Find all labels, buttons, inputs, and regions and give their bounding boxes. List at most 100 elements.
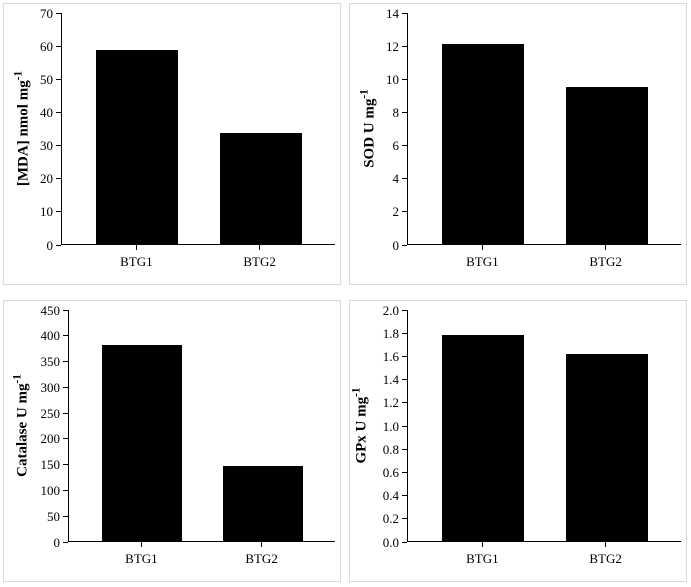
xtick-mark [605,542,606,547]
ytick-mark [63,335,68,336]
ytick-label: 10 [386,72,399,88]
xtick-mark [605,245,606,250]
ytick-label: 60 [40,39,53,55]
ytick-label: 10 [40,204,53,220]
ytick-label: 250 [41,406,61,422]
category-label: BTG1 [120,254,153,270]
ytick-label: 70 [40,6,53,22]
plot-area [61,13,335,245]
ytick-mark [63,413,68,414]
ytick-mark [63,361,68,362]
ytick-mark [402,356,407,357]
ytick-label: 0.6 [383,465,399,481]
ytick-mark [402,145,407,146]
ytick-mark [56,79,61,80]
xtick-mark [482,542,483,547]
ytick-label: 1.2 [383,395,399,411]
ytick-mark [402,495,407,496]
ytick-label: 2.0 [383,303,399,319]
ytick-label: 1.8 [383,326,399,342]
ytick-label: 0.0 [383,535,399,551]
bar [220,133,302,244]
bar [566,87,648,244]
category-label: BTG1 [466,551,499,567]
category-label: BTG1 [466,254,499,270]
plot-area [407,310,681,542]
bar [223,466,303,541]
category-label: BTG2 [589,254,622,270]
ytick-label: 20 [40,171,53,187]
ytick-mark [63,516,68,517]
bar [96,50,178,244]
ytick-mark [402,542,407,543]
ytick-label: 50 [40,72,53,88]
ytick-mark [402,449,407,450]
ytick-label: 4 [393,171,400,187]
category-label: BTG2 [243,254,276,270]
ytick-mark [56,13,61,14]
ytick-mark [402,310,407,311]
panel-catalase: 0 50 100 150 200 250 300 350 400 450 Catalase U mg… [3,300,341,582]
ytick-label: 0.8 [383,442,399,458]
category-label: BTG2 [245,551,278,567]
ytick-label: 14 [386,6,399,22]
y-axis-label: SOD U mg-1 [362,28,379,228]
ytick-mark [402,13,407,14]
ytick-mark [63,464,68,465]
ytick-label: 0 [393,238,400,254]
ytick-label: 6 [393,138,400,154]
ytick-mark [402,518,407,519]
ytick-mark [63,387,68,388]
ytick-label: 400 [41,328,61,344]
ytick-label: 0 [54,535,61,551]
y-axis-label: GPx U mg-1 [354,325,371,525]
ytick-label: 1.0 [383,419,399,435]
ytick-label: 30 [40,138,53,154]
ytick-label: 200 [41,431,61,447]
ytick-mark [402,211,407,212]
plot-area [407,13,681,245]
ytick-label: 100 [41,483,61,499]
ytick-mark [402,333,407,334]
ytick-mark [402,112,407,113]
figure-grid: 010203040506070[MDA] nmol mg-1BTG1BTG202… [0,0,691,587]
y-axis-label: [MDA] nmol mg-1 [16,28,33,228]
plot-area [68,310,335,542]
ytick-mark [402,79,407,80]
ytick-mark [402,178,407,179]
ytick-mark [63,542,68,543]
panel-sod: 02468101214SOD U mg-1BTG1BTG2 [349,3,687,285]
ytick-mark [56,211,61,212]
xtick-mark [259,245,260,250]
panel-gpx: 0.00.20.40.60.81.01.21.41.61.82.0GPx U m… [349,300,687,582]
ytick-mark [63,490,68,491]
ytick-mark [56,178,61,179]
ytick-mark [402,402,407,403]
ytick-label: 0 [47,238,54,254]
bar [102,345,182,541]
ytick-mark [402,472,407,473]
ytick-label: 2 [393,204,400,220]
ytick-mark [56,46,61,47]
category-label: BTG1 [125,551,158,567]
ytick-label: 150 [41,457,61,473]
bar [442,335,524,541]
ytick-mark [402,379,407,380]
bar [566,354,648,541]
xtick-mark [482,245,483,250]
y-axis-label: Catalase U mg-1 [15,325,32,525]
ytick-mark [56,112,61,113]
ytick-mark [402,245,407,246]
ytick-label: 300 [41,380,61,396]
ytick-label: 450 [41,303,61,319]
ytick-label: 1.4 [383,372,399,388]
ytick-mark [56,145,61,146]
ytick-label: 50 [47,509,60,525]
ytick-mark [402,426,407,427]
xtick-mark [141,542,142,547]
ytick-mark [402,46,407,47]
xtick-mark [136,245,137,250]
ytick-label: 350 [41,354,61,370]
ytick-label: 0.4 [383,488,399,504]
xtick-mark [261,542,262,547]
